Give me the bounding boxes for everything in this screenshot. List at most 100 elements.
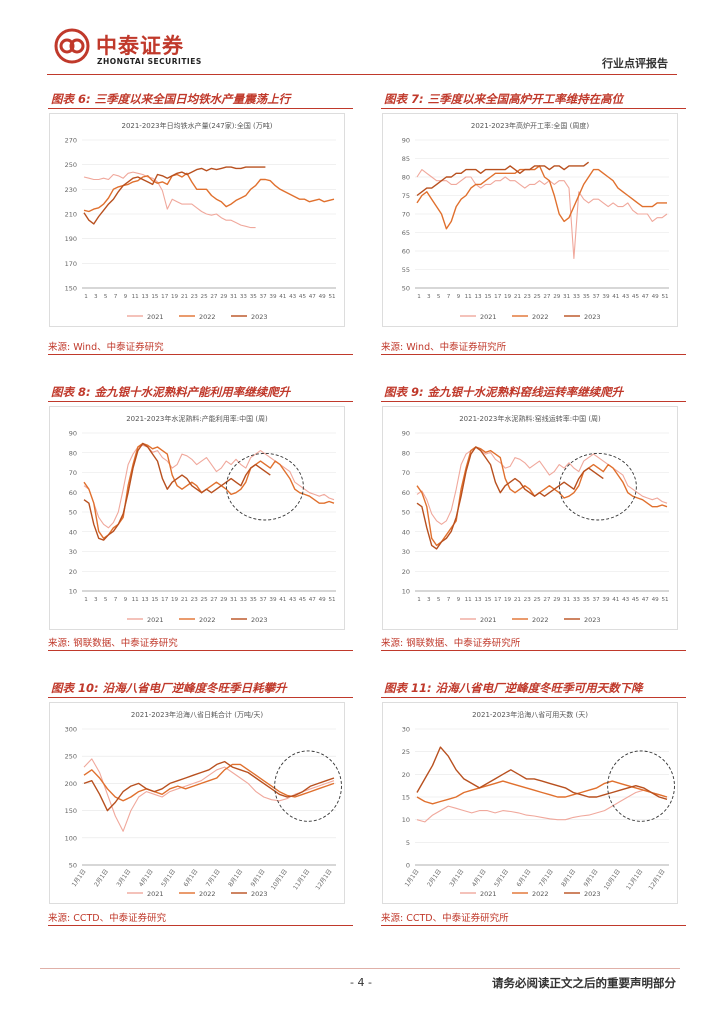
x-tick-label: 25: [201, 294, 209, 300]
figure-title: 图表 7: 三季度以来全国高炉开工率维持在高位: [381, 89, 686, 109]
legend-label: 2022: [199, 890, 216, 898]
series-line-2023: [83, 760, 335, 812]
y-tick-label: 85: [402, 155, 410, 163]
x-tick-label: 43: [289, 597, 297, 603]
x-tick-label: 51: [661, 294, 669, 300]
x-tick-label: 45: [632, 597, 640, 603]
x-tick-label: 27: [210, 294, 218, 300]
x-tick-label: 17: [494, 294, 502, 300]
x-tick-label: 43: [622, 597, 630, 603]
series-line-2021: [416, 446, 668, 525]
x-tick-label: 51: [661, 597, 669, 603]
x-tick-label: 7月1日: [205, 868, 222, 888]
legend-label: 2021: [480, 616, 497, 624]
x-tick-label: 21: [514, 597, 522, 603]
figure-title: 图表 8: 金九银十水泥熟料产能利用率继续爬升: [48, 382, 353, 402]
x-tick-label: 12月1日: [314, 868, 333, 891]
x-tick-label: 33: [573, 597, 581, 603]
chart-cement-kiln-rate: 2021-2023年水泥熟料:窑线运转率:中国 (周) 90 80 70 60 50 40 3…: [382, 406, 678, 630]
x-tick-label: 39: [269, 294, 277, 300]
y-tick-label: 270: [65, 137, 77, 145]
x-tick-label: 15: [151, 597, 159, 603]
x-tick-label: 33: [240, 294, 248, 300]
figure-source: 来源: 钢联数据、中泰证券研究所: [381, 638, 521, 649]
y-tick-label: 80: [402, 449, 410, 457]
x-tick-label: 25: [201, 597, 209, 603]
x-tick-label: 12月1日: [647, 868, 666, 891]
x-tick-label: 43: [289, 294, 297, 300]
series-line-2022: [416, 165, 667, 230]
figure-panel-10: 图表 10: 沿海八省电厂逆峰度冬旺季日耗攀升 2021-2023年沿海八省日耗…: [48, 678, 353, 928]
x-tick-label: 11: [132, 597, 140, 603]
y-tick-label: 80: [69, 449, 77, 457]
x-tick-label: 27: [543, 597, 551, 603]
x-tick-label: 47: [309, 294, 317, 300]
x-tick-label: 37: [593, 597, 601, 603]
x-tick-label: 13: [474, 597, 482, 603]
y-tick-label: 230: [65, 186, 77, 194]
legend-label: 2021: [480, 890, 497, 898]
x-tick-label: 3: [94, 597, 98, 603]
y-tick-label: 50: [402, 509, 410, 517]
x-tick-label: 19: [504, 597, 512, 603]
x-tick-label: 49: [652, 597, 660, 603]
report-type: 行业点评报告: [602, 57, 668, 70]
x-tick-label: 3: [427, 597, 431, 603]
series-line-2021: [83, 171, 256, 229]
chart-blast-furnace-rate: 2021-2023年高炉开工率:全国 (周度)90858075706560555…: [382, 113, 678, 327]
x-tick-label: 37: [260, 597, 268, 603]
x-tick-label: 41: [279, 294, 287, 300]
series-line-2021: [416, 169, 668, 259]
x-tick-label: 47: [642, 294, 650, 300]
x-tick-label: 15: [484, 597, 492, 603]
series-line-2022: [83, 172, 335, 213]
x-tick-label: 3: [427, 294, 431, 300]
x-tick-label: 37: [260, 294, 268, 300]
x-tick-label: 25: [534, 597, 542, 603]
x-tick-label: 9月1日: [250, 868, 267, 888]
figure-title: 图表 11: 沿海八省电厂逆峰度冬旺季可用天数下降: [381, 678, 686, 698]
x-tick-label: 9: [457, 597, 461, 603]
x-tick-label: 5月1日: [493, 868, 510, 888]
y-tick-label: 90: [402, 430, 410, 438]
x-tick-label: 33: [240, 597, 248, 603]
x-tick-label: 39: [602, 294, 610, 300]
x-tick-label: 3月1日: [115, 868, 132, 888]
x-tick-label: 2月1日: [93, 868, 110, 888]
legend-label: 2023: [251, 616, 268, 624]
company-name-en: ZHONGTAI SECURITIES: [97, 57, 202, 66]
x-tick-label: 35: [250, 597, 258, 603]
figure-panel-7: 图表 7: 三季度以来全国高炉开工率维持在高位 2021-2023年高炉开工率:…: [381, 89, 686, 359]
x-tick-label: 10月1日: [270, 868, 289, 891]
series-line-2022: [416, 780, 668, 805]
figure-bottom-rule: [48, 650, 353, 651]
x-tick-label: 39: [602, 597, 610, 603]
footer-divider: [40, 968, 680, 969]
x-tick-label: 1: [84, 294, 88, 300]
y-tick-label: 30: [402, 548, 410, 556]
x-tick-label: 7: [447, 294, 451, 300]
x-tick-label: 8月1日: [560, 868, 577, 888]
series-line-2023: [83, 166, 266, 225]
x-tick-label: 21: [181, 294, 189, 300]
x-tick-label: 9: [124, 294, 128, 300]
x-tick-label: 1月1日: [404, 868, 421, 888]
y-tick-label: 70: [402, 469, 410, 477]
x-tick-label: 11: [465, 597, 473, 603]
y-tick-label: 200: [65, 780, 77, 788]
x-tick-label: 5: [437, 597, 441, 603]
x-tick-label: 11: [132, 294, 140, 300]
x-tick-label: 31: [230, 597, 238, 603]
figure-bottom-rule: [48, 354, 353, 355]
y-tick-label: 10: [69, 588, 77, 596]
x-tick-label: 39: [269, 597, 277, 603]
y-tick-label: 60: [402, 489, 410, 497]
figure-panel-8: 图表 8: 金九银十水泥熟料产能利用率继续爬升 2021-2023年水泥熟料:产…: [48, 382, 353, 662]
highlight-circle: [274, 750, 342, 822]
y-tick-label: 75: [402, 192, 410, 200]
x-tick-label: 5: [437, 294, 441, 300]
x-tick-label: 49: [319, 294, 327, 300]
y-tick-label: 70: [402, 211, 410, 219]
figure-source: 来源: Wind、中泰证券研究: [48, 342, 164, 353]
chart-title: 2021-2023年沿海八省日耗合计 (万吨/天): [131, 710, 263, 719]
